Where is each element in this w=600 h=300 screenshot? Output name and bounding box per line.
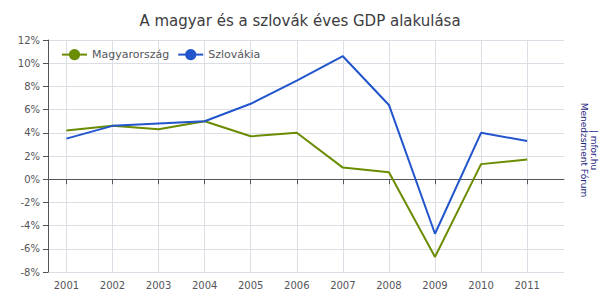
svg-text:2010: 2010 — [468, 280, 493, 291]
svg-text:10%: 10% — [18, 58, 40, 69]
svg-text:2011: 2011 — [514, 280, 539, 291]
svg-text:6%: 6% — [24, 104, 40, 115]
svg-text:2004: 2004 — [192, 280, 217, 291]
svg-text:Menedzsment Fórum: Menedzsment Fórum — [579, 103, 589, 198]
svg-text:2002: 2002 — [100, 280, 125, 291]
svg-text:2006: 2006 — [284, 280, 309, 291]
svg-text:Magyarország: Magyarország — [92, 48, 169, 61]
svg-text:12%: 12% — [18, 35, 40, 46]
svg-text:2007: 2007 — [330, 280, 355, 291]
svg-text:-4%: -4% — [21, 220, 40, 231]
svg-text:-8%: -8% — [21, 267, 40, 278]
svg-text:2008: 2008 — [376, 280, 401, 291]
svg-text:2%: 2% — [24, 151, 40, 162]
svg-text:8%: 8% — [24, 81, 40, 92]
svg-text:4%: 4% — [24, 127, 40, 138]
svg-text:| mfor.hu: | mfor.hu — [589, 130, 599, 170]
svg-text:2001: 2001 — [54, 280, 79, 291]
svg-text:2005: 2005 — [238, 280, 263, 291]
svg-text:A magyar és a szlovák éves GDP: A magyar és a szlovák éves GDP alakulása — [139, 12, 460, 30]
svg-text:-2%: -2% — [21, 197, 40, 208]
svg-text:2003: 2003 — [146, 280, 171, 291]
svg-text:Szlovákia: Szlovákia — [208, 48, 260, 61]
svg-text:-6%: -6% — [21, 243, 40, 254]
svg-text:2009: 2009 — [422, 280, 447, 291]
svg-text:0%: 0% — [24, 174, 40, 185]
